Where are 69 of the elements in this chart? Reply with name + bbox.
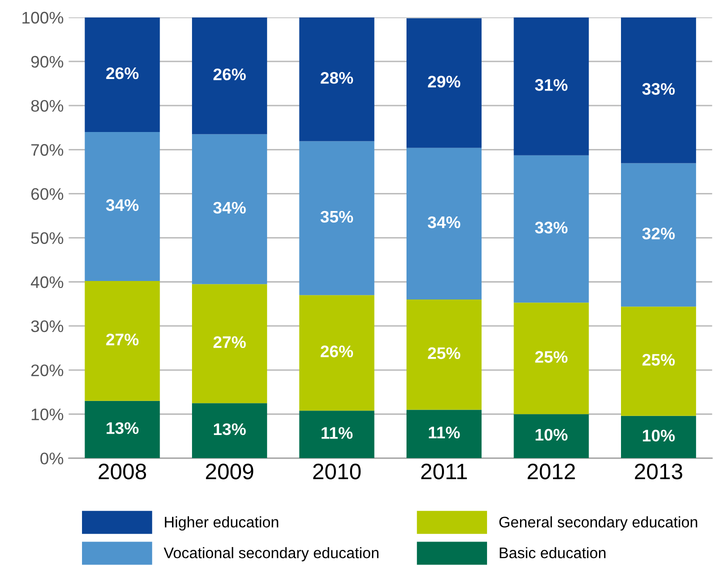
bar <box>514 155 589 303</box>
bar <box>192 284 268 404</box>
y-tick-label: 100% <box>22 12 64 24</box>
bar <box>406 148 482 300</box>
data-label: 35% <box>320 210 354 223</box>
y-tick-label: 80% <box>31 100 64 112</box>
data-label: 25% <box>428 347 460 360</box>
bar <box>406 410 482 458</box>
y-tick-label: 40% <box>30 276 64 288</box>
data-label: 13% <box>106 422 139 434</box>
data-label: 29% <box>428 76 460 88</box>
bar <box>192 403 268 458</box>
bar <box>84 132 160 281</box>
y-tick-label: 70% <box>31 144 64 156</box>
bar <box>514 302 589 414</box>
bar <box>514 414 589 458</box>
y-tick-label: 60% <box>31 188 64 200</box>
data-label: 25% <box>535 351 568 363</box>
bar <box>299 141 374 296</box>
x-tick-label: 2012 <box>528 464 575 480</box>
data-label: 26% <box>213 68 246 80</box>
y-tick-label: 50% <box>31 232 64 244</box>
bar <box>299 295 374 411</box>
bar <box>620 17 696 164</box>
data-label: 11% <box>428 426 460 438</box>
y-tick-label: 20% <box>31 364 64 376</box>
y-tick-label: 90% <box>31 56 64 68</box>
data-label: 26% <box>106 67 139 80</box>
data-label: 28% <box>320 72 354 84</box>
data-label: 13% <box>214 423 246 436</box>
y-tick-label: 0% <box>40 452 64 464</box>
bar <box>620 306 696 416</box>
bar <box>620 416 696 458</box>
data-label: 10% <box>536 428 568 441</box>
data-label: 11% <box>322 427 353 439</box>
bar <box>299 17 374 142</box>
bar <box>514 17 589 156</box>
bar <box>84 400 160 458</box>
data-label: 25% <box>642 354 675 366</box>
bar <box>192 134 268 284</box>
y-tick-label: 30% <box>31 320 64 332</box>
bar <box>406 18 482 148</box>
data-label: 10% <box>642 430 675 442</box>
legend-label: Vocational secondary education <box>164 547 378 562</box>
bar <box>406 300 482 410</box>
x-tick-label: 2013 <box>634 464 682 480</box>
x-tick-label: 2008 <box>98 464 146 480</box>
legend-label: Basic education <box>500 547 606 558</box>
data-label: 27% <box>106 334 139 346</box>
data-label: 27% <box>213 336 246 348</box>
bar <box>192 17 268 134</box>
x-tick-label: 2010 <box>313 464 361 480</box>
legend-label: General secondary education <box>499 516 698 531</box>
data-label: 34% <box>106 199 139 211</box>
data-label: 34% <box>213 202 246 214</box>
bar <box>84 281 160 401</box>
bar <box>84 17 160 132</box>
x-tick-label: 2011 <box>421 464 467 480</box>
data-label: 32% <box>642 228 675 240</box>
data-label: 34% <box>428 216 460 228</box>
legend-label: Higher education <box>164 516 278 531</box>
x-tick-label: 2009 <box>206 464 254 480</box>
data-label: 26% <box>320 346 354 358</box>
y-tick-label: 10% <box>32 408 64 420</box>
bar <box>620 163 696 307</box>
bar <box>299 410 374 458</box>
data-label: 31% <box>534 79 568 91</box>
data-label: 33% <box>642 83 675 95</box>
data-label: 33% <box>534 222 568 234</box>
